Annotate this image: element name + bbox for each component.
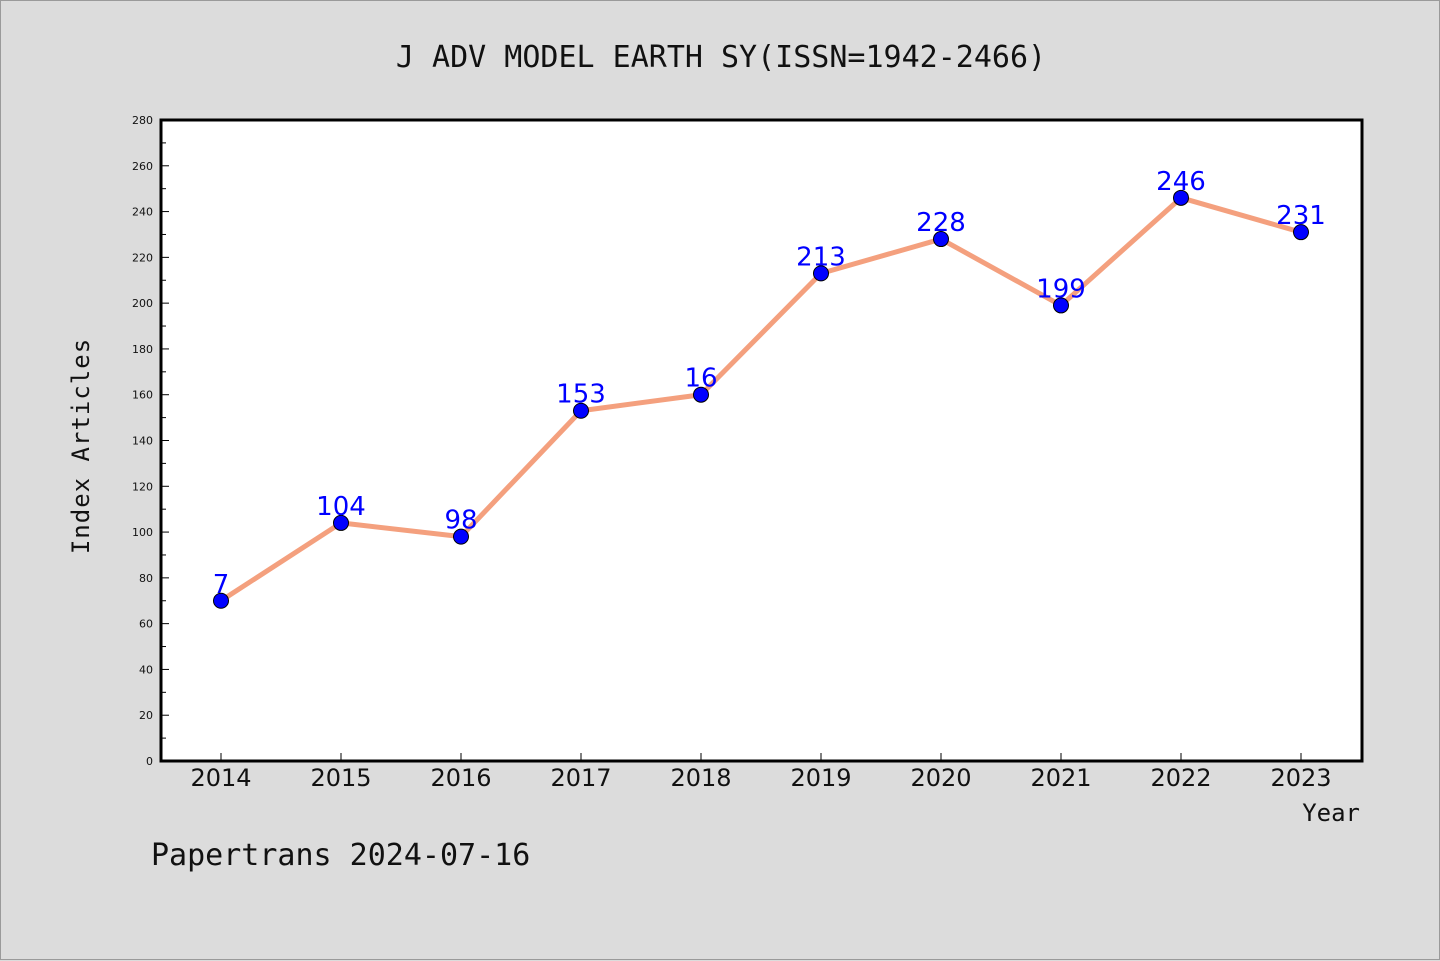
y-axis-label: Index Articles [67, 338, 95, 554]
x-tick-label: 2022 [1150, 764, 1211, 792]
data-point-2021 [1053, 297, 1069, 314]
y-tick-label: 100 [132, 526, 153, 539]
y-tick-label: 220 [132, 251, 153, 264]
data-label-2019: 213 [796, 242, 846, 272]
x-tick-label: 2015 [310, 764, 371, 792]
data-label-2015: 104 [316, 492, 366, 522]
data-label-2017: 153 [556, 380, 606, 410]
x-tick-label: 2020 [910, 764, 971, 792]
data-label-2023: 231 [1276, 201, 1326, 231]
plot-area [159, 118, 1364, 763]
x-tick-label: 2021 [1030, 764, 1091, 792]
data-label-2018: 16 [684, 364, 717, 394]
x-tick-label: 2023 [1270, 764, 1331, 792]
x-axis-ticks: 2014 2015 2016 2017 2018 2019 2020 2021 2022 2023 [190, 753, 1332, 792]
data-point-2019 [813, 265, 829, 282]
data-label-2021: 199 [1036, 274, 1086, 304]
x-tick-label: 2019 [790, 764, 851, 792]
data-label-2020: 228 [916, 208, 966, 238]
y-tick-label: 0 [146, 755, 153, 768]
y-tick-label: 260 [132, 160, 153, 173]
data-point-2023 [1293, 224, 1309, 241]
y-tick-label: 120 [132, 480, 153, 493]
y-tick-label: 160 [132, 389, 153, 402]
y-tick-label: 280 [132, 114, 153, 127]
footer-credit: Papertrans 2024-07-16 [151, 838, 530, 873]
y-tick-label: 240 [132, 206, 153, 219]
data-point-2020 [933, 231, 949, 248]
data-label-2022: 246 [1156, 167, 1206, 197]
x-axis-label: Year [1302, 799, 1360, 827]
y-tick-label: 60 [139, 618, 153, 631]
y-tick-label: 20 [139, 709, 153, 722]
x-tick-label: 2016 [430, 764, 491, 792]
y-axis-ticks: 0 20 40 60 80 100 120 140 160 180 200 220 240 260 280 [132, 114, 169, 768]
data-point-2015 [333, 514, 349, 531]
y-tick-label: 40 [139, 663, 153, 676]
data-point-2017 [573, 402, 589, 419]
chart-title: J ADV MODEL EARTH SY(ISSN=1942-2466) [396, 40, 1046, 75]
x-tick-label: 2018 [670, 764, 731, 792]
data-point-2018 [693, 386, 709, 403]
data-label-2014: 7 [213, 570, 230, 600]
y-tick-label: 140 [132, 435, 153, 448]
data-point-2022 [1173, 189, 1189, 206]
x-tick-label: 2017 [550, 764, 611, 792]
data-point-2014 [213, 592, 229, 609]
data-label-2016: 98 [444, 506, 477, 536]
y-tick-label: 180 [132, 343, 153, 356]
series-line [219, 195, 1302, 603]
data-point-2016 [453, 528, 469, 545]
series-line-group: 7 104 98 153 16 213 228 199 246 231 [213, 167, 1326, 609]
x-tick-label: 2014 [190, 764, 251, 792]
y-tick-label: 80 [139, 572, 153, 585]
y-tick-label: 200 [132, 297, 153, 310]
